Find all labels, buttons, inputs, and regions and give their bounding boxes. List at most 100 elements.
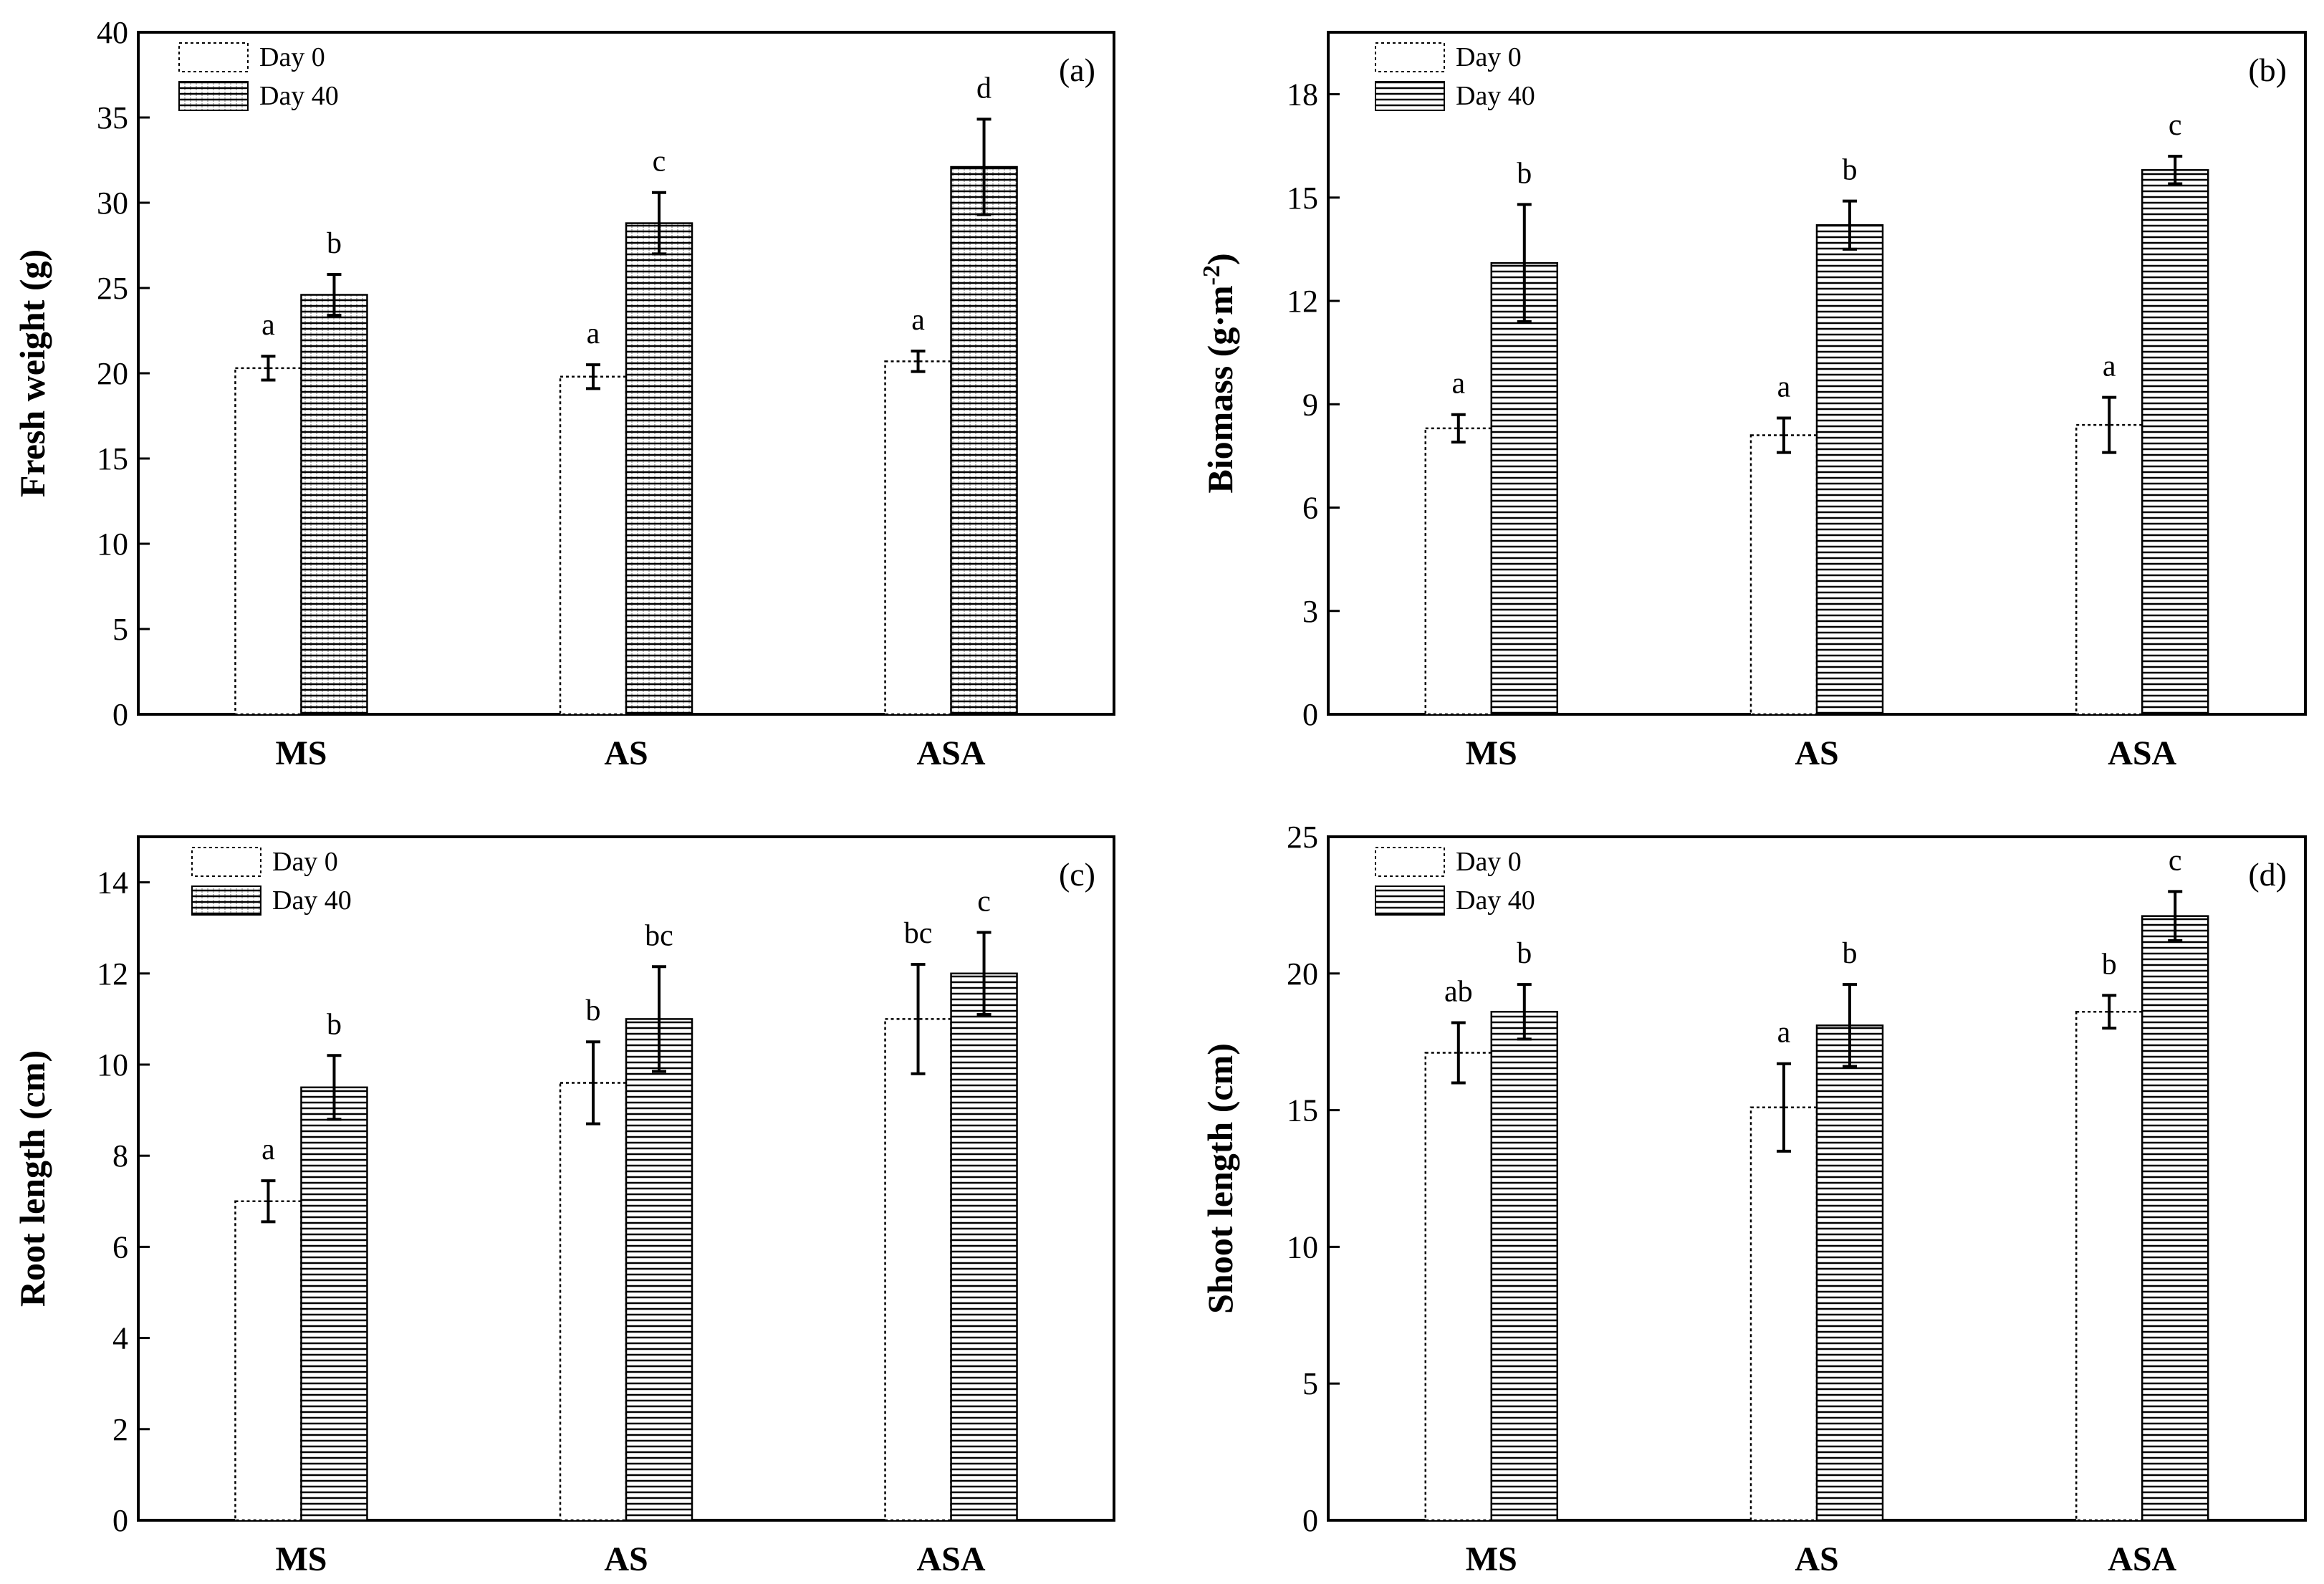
significance-letter: c: [2169, 109, 2182, 142]
significance-letter: a: [1777, 1017, 1791, 1050]
legend-label: Day 0: [1456, 847, 1522, 877]
y-tick-label: 30: [97, 186, 128, 221]
legend-swatch-day0: [1375, 847, 1445, 877]
legend-label: Day 0: [272, 847, 338, 877]
bar-day40: [300, 1086, 368, 1522]
significance-letter: b: [586, 994, 601, 1027]
significance-letter: bc: [645, 919, 673, 952]
panel-label: (b): [2248, 52, 2287, 88]
bar-day40: [1490, 261, 1559, 716]
y-tick-label: 25: [97, 271, 128, 306]
significance-letter: b: [2102, 948, 2117, 981]
significance-letter: ab: [1444, 975, 1473, 1008]
bar-day0: [2075, 423, 2143, 716]
y-tick-label: 15: [1287, 181, 1318, 216]
y-tick-label: 5: [1302, 1366, 1318, 1401]
bar-day0: [2075, 1010, 2143, 1522]
significance-letter: bc: [904, 917, 933, 950]
chart-panel-c: 0 2 4 6 8 10 12 14 Root length (cm) MS a b AS b bc ASA b…: [12, 835, 1115, 1578]
x-category-label: ASA: [2108, 1540, 2176, 1578]
bar-day0: [884, 360, 952, 716]
significance-letter: a: [261, 1133, 275, 1166]
y-axis-title: Fresh weight (g): [12, 249, 52, 497]
y-tick-label: 18: [1287, 77, 1318, 112]
bar-day40: [2141, 169, 2209, 716]
x-category-label: MS: [1466, 734, 1517, 772]
bar-day0: [1424, 427, 1493, 716]
bar-day0: [559, 375, 628, 716]
chart-panel-a: 0 5 10 15 20 25 30 35 40 Fresh weight (g) MS a b AS a c…: [12, 15, 1115, 772]
legend-swatch-day40: [178, 81, 249, 111]
legend-label: Day 40: [1456, 81, 1535, 111]
y-axis-title-end: ): [1200, 253, 1240, 265]
legend-swatch-day40: [1375, 81, 1445, 111]
bar-day40: [625, 1018, 693, 1522]
x-category-label: MS: [1466, 1540, 1517, 1578]
significance-letter: b: [327, 227, 342, 260]
significance-letter: b: [327, 1008, 342, 1041]
y-tick-label: 10: [97, 527, 128, 562]
significance-letter: a: [261, 309, 275, 342]
legend-swatch-day0: [191, 847, 261, 877]
panel-label: (a): [1059, 52, 1095, 88]
bar-day0: [559, 1082, 628, 1522]
legend-label: Day 0: [259, 42, 325, 72]
bar-day0: [884, 1018, 952, 1522]
bar-day40: [300, 294, 368, 716]
y-tick-label: 9: [1302, 387, 1318, 422]
y-tick-label: 20: [97, 356, 128, 391]
legend-swatch-day0: [178, 42, 249, 72]
significance-letter: a: [1451, 368, 1465, 400]
significance-letter: a: [2103, 350, 2116, 383]
significance-letter: a: [587, 317, 600, 350]
bar-day0: [234, 1200, 302, 1522]
y-tick-label: 12: [97, 956, 128, 992]
significance-letter: a: [911, 304, 925, 337]
y-tick-label: 0: [112, 697, 128, 732]
x-category-label: AS: [1795, 1540, 1838, 1578]
y-tick-label: 40: [97, 15, 128, 50]
y-tick-label: 6: [112, 1229, 128, 1264]
y-axis-title: Root length (cm): [12, 1050, 52, 1307]
y-tick-label: 5: [112, 612, 128, 647]
y-tick-label: 3: [1302, 594, 1318, 629]
significance-letter: a: [1777, 371, 1791, 404]
y-axis-title-superscript: -2: [1199, 265, 1225, 285]
y-axis-title: Biomass (g·m-2): [1199, 253, 1240, 493]
x-category-label: ASA: [917, 1540, 986, 1578]
y-tick-label: 10: [1287, 1229, 1318, 1264]
x-category-label: MS: [275, 1540, 327, 1578]
bar-day40: [2141, 915, 2209, 1522]
bar-day40: [1490, 1010, 1559, 1522]
x-category-label: ASA: [2108, 734, 2176, 772]
y-tick-label: 15: [1287, 1093, 1318, 1128]
y-tick-label: 6: [1302, 491, 1318, 526]
legend-label: Day 40: [272, 885, 352, 916]
y-tick-label: 15: [97, 441, 128, 476]
panel-label: (c): [1059, 856, 1095, 893]
bar-day40: [950, 165, 1018, 716]
significance-letter: c: [653, 145, 666, 178]
significance-letter: b: [1843, 154, 1858, 187]
legend-swatch-day0: [1375, 42, 1445, 72]
y-axis-title: Shoot length (cm): [1200, 1043, 1240, 1314]
x-category-label: AS: [604, 734, 648, 772]
x-category-label: MS: [275, 734, 327, 772]
panel-label: (d): [2248, 856, 2287, 893]
y-tick-label: 2: [112, 1412, 128, 1447]
bar-day0: [1749, 434, 1818, 716]
legend-label: Day 40: [1456, 885, 1535, 916]
significance-letter: c: [2169, 844, 2182, 877]
bar-day40: [1815, 1024, 1884, 1522]
bar-day0: [1749, 1106, 1818, 1522]
legend-label: Day 0: [1456, 42, 1522, 72]
x-category-label: ASA: [917, 734, 986, 772]
y-tick-label: 8: [112, 1138, 128, 1173]
significance-letter: b: [1517, 937, 1532, 970]
bar-day40: [625, 222, 693, 716]
y-tick-label: 12: [1287, 284, 1318, 319]
y-tick-label: 0: [112, 1503, 128, 1538]
bar-day0: [1424, 1052, 1493, 1522]
